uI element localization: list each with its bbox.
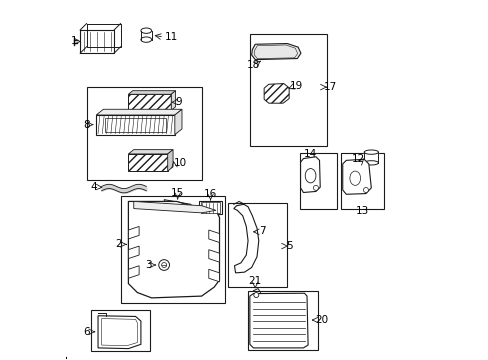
Text: 1: 1 (70, 36, 77, 46)
Text: 4: 4 (90, 182, 97, 192)
Polygon shape (164, 200, 192, 212)
Polygon shape (128, 154, 167, 171)
Polygon shape (128, 226, 139, 239)
Circle shape (159, 260, 169, 270)
Bar (228, 203, 287, 287)
Ellipse shape (364, 150, 378, 154)
Circle shape (363, 188, 367, 193)
Text: 19: 19 (289, 81, 302, 91)
Text: 21: 21 (248, 276, 261, 287)
Bar (105, 118, 165, 132)
Polygon shape (208, 230, 219, 243)
Text: 3: 3 (144, 260, 151, 270)
Text: 7: 7 (259, 226, 265, 236)
Ellipse shape (141, 37, 151, 42)
Polygon shape (96, 109, 182, 115)
Text: 18: 18 (246, 60, 260, 70)
Text: 15: 15 (171, 188, 184, 198)
Bar (121, 196, 224, 303)
Text: 5: 5 (285, 241, 292, 251)
Text: 6: 6 (83, 327, 90, 337)
Ellipse shape (349, 171, 360, 185)
Bar (340, 153, 383, 208)
Polygon shape (134, 202, 216, 213)
Polygon shape (208, 269, 219, 282)
Text: 2: 2 (115, 239, 122, 249)
Text: 11: 11 (164, 32, 178, 42)
Bar (91, 310, 149, 351)
Polygon shape (128, 94, 171, 111)
Polygon shape (251, 44, 300, 60)
Text: 14: 14 (304, 149, 317, 159)
Bar (200, 202, 220, 213)
FancyArrow shape (65, 357, 66, 359)
Text: 17: 17 (323, 82, 336, 92)
Polygon shape (128, 266, 139, 278)
Circle shape (313, 185, 318, 190)
Polygon shape (264, 84, 288, 103)
Text: 9: 9 (175, 97, 182, 107)
Bar (249, 33, 326, 146)
Polygon shape (249, 293, 307, 348)
Polygon shape (128, 202, 219, 298)
Text: 12: 12 (351, 154, 365, 164)
Polygon shape (128, 246, 139, 258)
Ellipse shape (305, 168, 315, 183)
Text: 10: 10 (173, 158, 186, 168)
Polygon shape (233, 204, 258, 273)
Text: 8: 8 (83, 120, 90, 130)
Ellipse shape (141, 28, 151, 33)
Ellipse shape (364, 161, 378, 165)
Polygon shape (171, 91, 175, 111)
Circle shape (253, 293, 258, 297)
Polygon shape (167, 150, 173, 171)
Bar (299, 153, 337, 208)
Polygon shape (208, 249, 219, 262)
Polygon shape (96, 115, 175, 135)
Bar (247, 291, 317, 350)
Text: 16: 16 (203, 189, 217, 199)
Polygon shape (98, 316, 141, 348)
Circle shape (162, 262, 166, 267)
Text: 20: 20 (314, 315, 327, 325)
Polygon shape (300, 157, 320, 193)
Polygon shape (342, 159, 370, 194)
Bar (198, 201, 222, 214)
Polygon shape (175, 109, 182, 135)
Text: 13: 13 (355, 206, 368, 216)
Polygon shape (128, 150, 173, 154)
Polygon shape (128, 91, 175, 94)
Bar (87, 87, 201, 180)
